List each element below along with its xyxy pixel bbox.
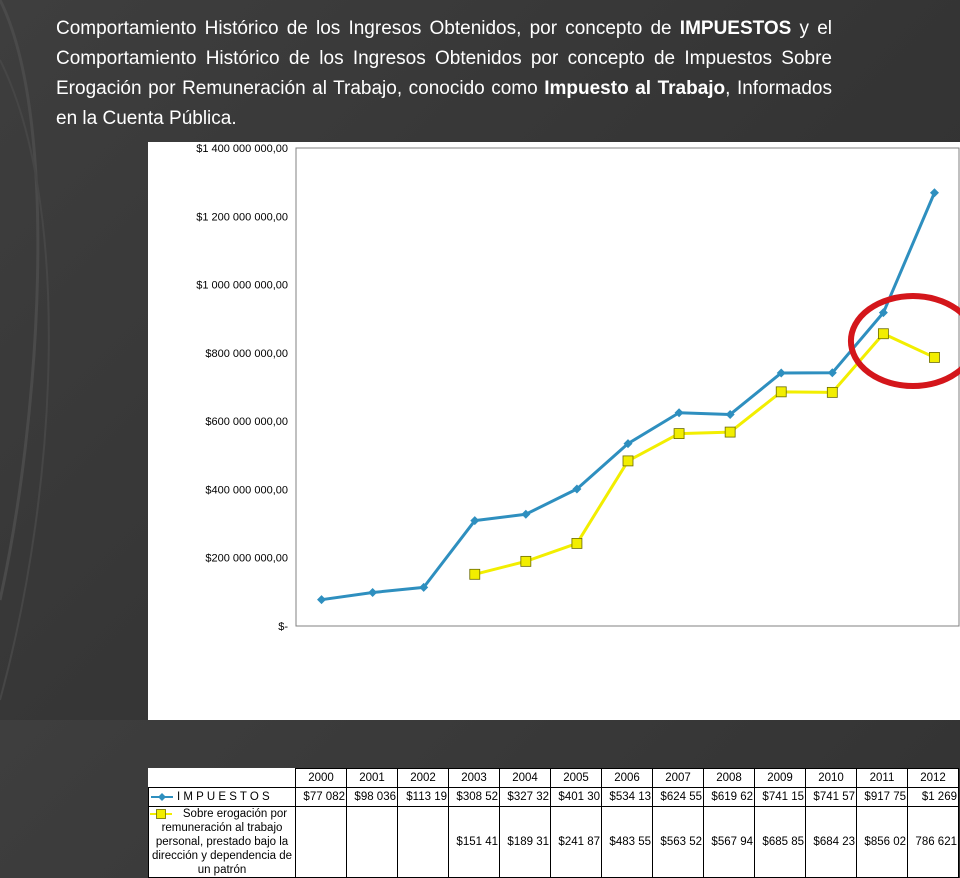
table-cell-value: $308 52 [448,787,500,807]
table-cell-value: 786 621 [907,806,959,878]
table-cell-value: $563 52 [652,806,704,878]
data-point-erogacion [724,426,736,438]
y-tick-label: $1 400 000 000,00 [196,143,288,155]
table-cell-value: $98 036 [346,787,398,807]
table-cell-value [346,806,398,878]
data-point-erogacion [673,428,685,439]
table-year-header: 2007 [652,768,704,788]
data-point-impuestos [776,368,786,378]
legend-erogacion-label: Sobre erogación por remuneración al trab… [151,808,293,876]
legend-impuestos: I M P U E S T O S [148,787,296,807]
table-year-header: 2010 [805,768,857,788]
y-tick-label: $600 000 000,00 [205,416,288,428]
table-year-header: 2000 [295,768,347,788]
data-point-impuestos [572,484,582,494]
table-cell-value: $483 55 [601,806,653,878]
table-cell-value: $189 31 [499,806,551,878]
legend-impuestos-label: I M P U E S T O S [177,791,270,803]
table-year-header: 2001 [346,768,398,788]
title-bold-impuesto-trabajo: Impuesto al Trabajo [544,78,726,99]
y-tick-label: $1 200 000 000,00 [196,211,288,223]
table-cell-value: $685 85 [754,806,806,878]
data-point-erogacion [622,455,634,467]
y-tick-label: $200 000 000,00 [205,553,288,565]
data-point-impuestos [317,595,327,605]
table-cell-value: $917 75 [856,787,908,807]
table-year-header: 2012 [907,768,959,788]
legend-erogacion: Sobre erogación por remuneración al trab… [148,806,296,878]
data-point-impuestos [725,409,735,419]
table-cell-value [295,806,347,878]
table-year-header: 2003 [448,768,500,788]
table-year-header: 2006 [601,768,653,788]
table-cell-value: $684 23 [805,806,857,878]
data-point-erogacion [775,386,787,398]
data-point-impuestos [878,308,888,318]
table-header-row: 2000 2001 2002 2003 2004 2005 2006 2007 2008 2009… [148,768,959,788]
table-year-header: 2005 [550,768,602,788]
title-bold-impuestos: IMPUESTOS [679,18,792,39]
plot-area-border [295,147,960,627]
data-point-erogacion [826,386,838,398]
y-tick-label: $- [278,621,288,633]
table-cell-value: $113 19 [397,787,449,807]
table-year-header: 2009 [754,768,806,788]
line-chart: $- $200 000 000,00 $400 000 000,00 $600 000… [196,143,960,633]
y-tick-label: $800 000 000,00 [205,348,288,360]
table-cell-value: $241 87 [550,806,602,878]
data-point-erogacion [571,538,583,549]
table-cell-value: $534 13 [601,787,653,807]
y-tick-label: $400 000 000,00 [205,484,288,496]
data-point-impuestos [674,408,684,418]
table-cell-value: $567 94 [703,806,755,878]
data-point-impuestos [368,588,378,598]
data-point-impuestos [929,188,939,198]
table-cell-value: $77 082 [295,787,347,807]
table-year-header: 2002 [397,768,449,788]
table-cell-value: $856 02 [856,806,908,878]
title-part-2: y el Comportamiento Histórico de los Ing… [56,18,832,99]
table-cell-value: $741 57 [805,787,857,807]
slide-title: Comportamiento Histórico de los Ingresos… [56,14,832,134]
table-cell-value: $741 15 [754,787,806,807]
data-point-erogacion [877,328,889,340]
table-corner-cell [148,768,296,788]
title-part-1: Comportamiento Histórico de los Ingresos… [56,18,680,39]
table-year-header: 2008 [703,768,755,788]
table-year-header: 2011 [856,768,908,788]
table-cell-value: $624 55 [652,787,704,807]
table-year-header: 2004 [499,768,551,788]
table-row-impuestos: I M P U E S T O S $77 082 $98 036 $113 19 $… [148,787,959,807]
data-point-impuestos [419,582,429,592]
data-point-impuestos [827,368,837,378]
table-cell-value [397,806,449,878]
data-point-erogacion [520,555,532,567]
data-point-erogacion [469,568,481,580]
series-impuestos-line [321,192,936,602]
data-point-erogacion [929,352,940,363]
table-cell-value: $401 30 [550,787,602,807]
highlight-circle [847,293,960,390]
table-cell-value: $327 32 [499,787,551,807]
y-tick-label: $1 000 000 000,00 [196,280,288,292]
table-cell-value: $619 62 [703,787,755,807]
table-cell-value: $1 269 [907,787,959,807]
data-point-impuestos [470,516,480,526]
legend-square-icon [150,809,172,819]
table-row-erogacion: Sobre erogación por remuneración al trab… [148,806,959,878]
data-point-impuestos [623,439,633,449]
legend-diamond-icon [151,792,173,801]
data-table: 2000 2001 2002 2003 2004 2005 2006 2007 2008 2009… [148,768,959,878]
title-part-3: , Informados en la Cuenta Pública. [56,78,832,129]
table-cell-value: $151 41 [448,806,500,878]
data-point-impuestos [521,509,531,519]
chart-area: $- $200 000 000,00 $400 000 000,00 $600 000… [148,142,960,878]
